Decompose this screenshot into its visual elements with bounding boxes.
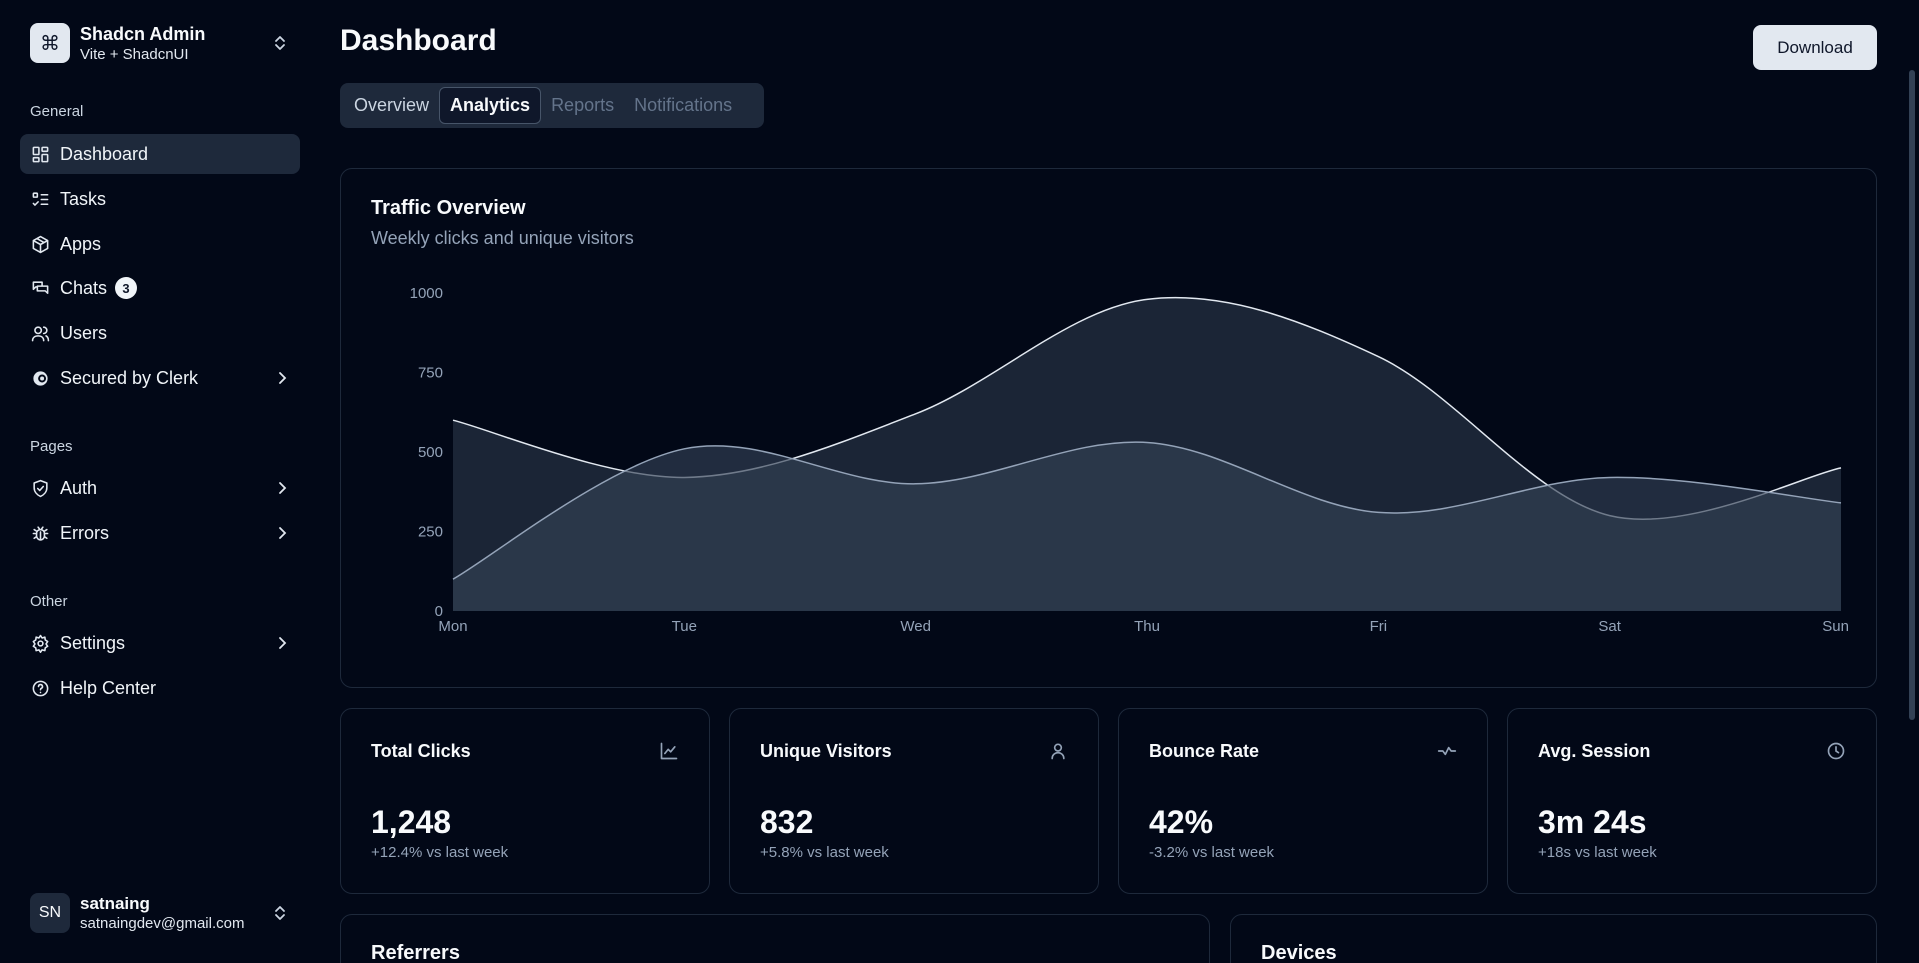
sidebar-item-chats[interactable]: Chats 3: [20, 268, 300, 308]
package-icon: [30, 234, 50, 254]
series-area-1: [453, 442, 1841, 611]
y-tick-label: 0: [435, 603, 443, 620]
sidebar-item-help-center[interactable]: Help Center: [20, 668, 300, 708]
x-tick-label: Thu: [1134, 618, 1160, 635]
tabs-list: Overview Analytics Reports Notifications: [340, 83, 764, 128]
sidebar-item-auth[interactable]: Auth: [20, 468, 300, 508]
series-line-1: [452, 441, 1842, 580]
team-subtitle: Vite + ShadcnUI: [80, 45, 189, 63]
card-description: Weekly clicks and unique visitors: [371, 228, 634, 248]
stat-card-bounce-rate: Bounce Rate 42% -3.2% vs last week: [1118, 708, 1488, 894]
stat-card-avg-session: Avg. Session 3m 24s +18s vs last week: [1507, 708, 1877, 894]
help-circle-icon: [30, 678, 50, 698]
sidebar-item-label: Secured by Clerk: [60, 367, 199, 388]
user-icon: [1051, 743, 1065, 760]
y-tick-label: 250: [418, 524, 443, 541]
card-title: Devices: [1261, 942, 1337, 963]
avatar: SN: [30, 893, 70, 933]
stat-value: 42%: [1149, 804, 1214, 840]
y-tick-label: 1000: [410, 285, 443, 302]
x-tick-label: Sat: [1598, 618, 1621, 635]
sidebar: ⌘ Shadcn Admin Vite + ShadcnUI General D…: [0, 0, 310, 963]
tab-notifications[interactable]: Notifications: [634, 95, 733, 115]
stat-title: Total Clicks: [371, 741, 471, 761]
clerk-icon: [30, 368, 50, 388]
team-name: Shadcn Admin: [80, 23, 206, 44]
settings-icon: [30, 633, 50, 653]
messages-icon: [30, 278, 50, 298]
chevrons-up-down-icon: [270, 904, 290, 922]
y-tick-label: 750: [418, 365, 443, 382]
stat-title: Unique Visitors: [760, 741, 892, 761]
layout-dashboard-icon: [30, 144, 50, 164]
card-title: Traffic Overview: [371, 197, 526, 219]
sidebar-item-label: Dashboard: [60, 143, 149, 164]
stat-change: +12.4% vs last week: [371, 844, 509, 861]
x-tick-label: Wed: [900, 618, 931, 635]
stat-change: -3.2% vs last week: [1149, 844, 1275, 861]
chevron-right-icon: [279, 482, 287, 494]
chevron-right-icon: [279, 372, 287, 384]
x-tick-label: Fri: [1370, 618, 1388, 635]
stat-card-total-clicks: Total Clicks 1,248 +12.4% vs last week: [340, 708, 710, 894]
stat-card-unique-visitors: Unique Visitors 832 +5.8% vs last week: [729, 708, 1099, 894]
user-menu[interactable]: SN satnaing satnaingdev@gmail.com: [20, 884, 300, 942]
referrers-card: Referrers: [340, 914, 1210, 963]
sidebar-item-label: Apps: [60, 233, 102, 254]
scrollbar[interactable]: [1909, 70, 1915, 720]
stat-change: +5.8% vs last week: [760, 844, 889, 861]
chevrons-up-down-icon: [270, 34, 290, 52]
download-button[interactable]: Download: [1753, 25, 1877, 70]
sidebar-item-settings[interactable]: Settings: [20, 623, 300, 663]
user-email: satnaingdev@gmail.com: [80, 915, 245, 932]
stat-value: 3m 24s: [1538, 804, 1647, 840]
sidebar-item-users[interactable]: Users: [20, 313, 300, 353]
sidebar-item-apps[interactable]: Apps: [20, 224, 300, 264]
team-switcher[interactable]: ⌘ Shadcn Admin Vite + ShadcnUI: [20, 14, 300, 72]
sidebar-item-label: Help Center: [60, 677, 157, 698]
list-todo-icon: [30, 189, 50, 209]
stat-title: Avg. Session: [1538, 741, 1651, 761]
bug-icon: [30, 523, 50, 543]
sidebar-item-label: Errors: [60, 522, 109, 543]
x-tick-label: Sun: [1822, 618, 1849, 635]
group-label-other: Other: [30, 593, 68, 610]
clock-icon: [1827, 742, 1845, 760]
sidebar-item-secured-by-clerk[interactable]: Secured by Clerk: [20, 358, 300, 398]
line-chart-icon: [660, 742, 678, 760]
traffic-overview-card: Traffic Overview Weekly clicks and uniqu…: [340, 168, 1877, 688]
x-tick-label: Mon: [438, 618, 467, 635]
user-name: satnaing: [80, 894, 150, 913]
devices-card: Devices: [1230, 914, 1877, 963]
command-icon: ⌘: [30, 23, 70, 63]
sidebar-item-errors[interactable]: Errors: [20, 513, 300, 553]
shield-check-icon: [30, 478, 50, 498]
sidebar-item-label: Chats: [60, 277, 108, 298]
group-label-pages: Pages: [30, 438, 73, 455]
sidebar-item-label: Users: [60, 322, 108, 343]
chevron-right-icon: [279, 527, 287, 539]
traffic-area-chart: 0 250 500 750 1000 Mon Tue Wed Thu Fri Sat Sun: [410, 285, 1849, 635]
stat-value: 1,248: [371, 804, 452, 840]
tab-reports[interactable]: Reports: [551, 95, 615, 115]
sidebar-item-label: Tasks: [60, 188, 107, 209]
sidebar-item-label: Settings: [60, 632, 126, 653]
activity-icon: [1437, 746, 1457, 756]
stat-value: 832: [760, 804, 814, 840]
chevron-right-icon: [279, 637, 287, 649]
group-label-general: General: [30, 103, 84, 120]
card-title: Referrers: [371, 942, 460, 963]
tab-analytics[interactable]: Analytics: [439, 87, 542, 124]
stat-title: Bounce Rate: [1149, 741, 1260, 761]
sidebar-item-label: Auth: [60, 477, 98, 498]
chats-count-badge: 3: [115, 277, 138, 299]
page-title: Dashboard: [340, 24, 497, 57]
users-icon: [30, 323, 50, 343]
tab-overview[interactable]: Overview: [354, 95, 430, 115]
sidebar-item-tasks[interactable]: Tasks: [20, 179, 300, 219]
x-tick-label: Tue: [672, 618, 697, 635]
sidebar-item-dashboard[interactable]: Dashboard: [20, 134, 300, 174]
y-tick-label: 500: [418, 444, 443, 461]
stat-change: +18s vs last week: [1538, 844, 1657, 861]
